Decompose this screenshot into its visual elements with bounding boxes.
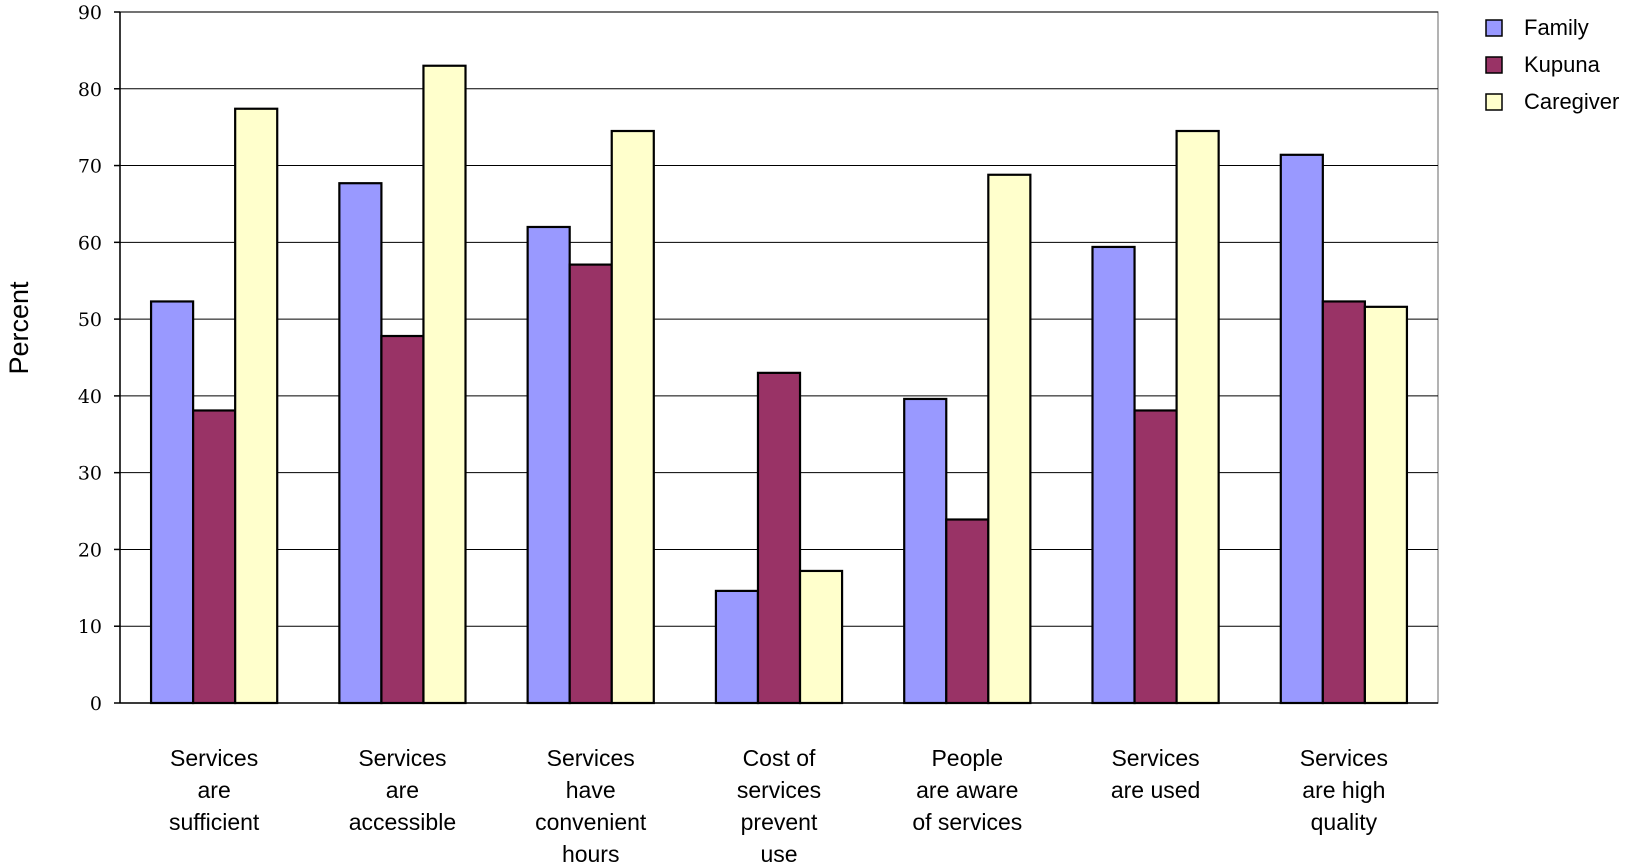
x-category-label: Services: [358, 745, 446, 771]
bar-kupuna: [756, 371, 802, 705]
y-tick-label: 40: [78, 386, 102, 408]
legend-swatch: [1485, 56, 1503, 74]
x-category-label: Cost of: [743, 745, 816, 771]
x-category-label: quality: [1311, 809, 1378, 835]
bar-family: [1279, 153, 1324, 705]
labels: 0 10 20 30 40 50 60 70 80 90 Services are sufficient…: [78, 2, 1388, 865]
axes: [114, 11, 1438, 704]
x-category-label: have: [566, 777, 616, 803]
x-category-label: Services: [547, 745, 635, 771]
x-category-label: are used: [1111, 777, 1201, 803]
x-category-label: sufficient: [169, 809, 260, 835]
bar-family: [526, 225, 571, 705]
legend-label: Family: [1524, 15, 1589, 40]
y-tick-label: 20: [78, 539, 102, 561]
bar-family: [903, 397, 948, 705]
x-category-label: are aware: [916, 777, 1018, 803]
x-category-label: services: [737, 777, 821, 803]
x-category-label: use: [760, 841, 797, 865]
bar-caregiver: [987, 173, 1032, 705]
bar-kupuna: [380, 334, 425, 705]
y-axis-title: Percent: [4, 281, 34, 375]
bar-family: [149, 300, 195, 705]
bar-family: [338, 182, 383, 705]
legend-swatch: [1485, 93, 1503, 111]
y-tick-label: 50: [78, 309, 102, 331]
bar-kupuna: [1133, 409, 1178, 705]
x-category-label: Services: [1300, 745, 1388, 771]
y-tick-label: 30: [78, 463, 102, 485]
bar-kupuna: [568, 263, 613, 705]
x-category-label: Services: [1111, 745, 1199, 771]
bar-family: [714, 589, 760, 705]
legend: Family Kupuna Caregiver: [1485, 15, 1619, 114]
x-category-label: of services: [912, 809, 1022, 835]
x-category-label: convenient: [535, 809, 647, 835]
y-tick-label: 80: [78, 79, 102, 101]
x-category-label: prevent: [741, 809, 818, 835]
y-tick-label: 90: [78, 2, 102, 24]
x-category-label: are high: [1302, 777, 1385, 803]
legend-swatch: [1485, 19, 1503, 37]
bar-caregiver: [610, 129, 655, 705]
bar-kupuna: [1321, 300, 1366, 705]
x-category-label: are: [386, 777, 419, 803]
x-category-label: accessible: [349, 809, 456, 835]
x-category-label: People: [931, 745, 1003, 771]
bar-caregiver: [234, 107, 279, 705]
bar-kupuna: [945, 518, 990, 705]
bar-caregiver: [422, 64, 467, 705]
x-category-label: hours: [562, 841, 620, 865]
y-tick-label: 70: [78, 156, 102, 178]
legend-label: Caregiver: [1524, 89, 1619, 114]
bar-caregiver: [798, 569, 844, 705]
bar-kupuna: [192, 409, 237, 705]
y-tick-label: 10: [78, 616, 102, 638]
x-category-label: are: [198, 777, 231, 803]
y-tick-label: 60: [78, 232, 102, 254]
legend-label: Kupuna: [1524, 52, 1601, 77]
bar-caregiver: [1363, 305, 1409, 705]
x-category-label: Services: [170, 745, 258, 771]
bars: [149, 64, 1409, 705]
bar-caregiver: [1175, 129, 1220, 705]
y-tick-label: 0: [90, 693, 102, 715]
bar-family: [1091, 245, 1136, 705]
